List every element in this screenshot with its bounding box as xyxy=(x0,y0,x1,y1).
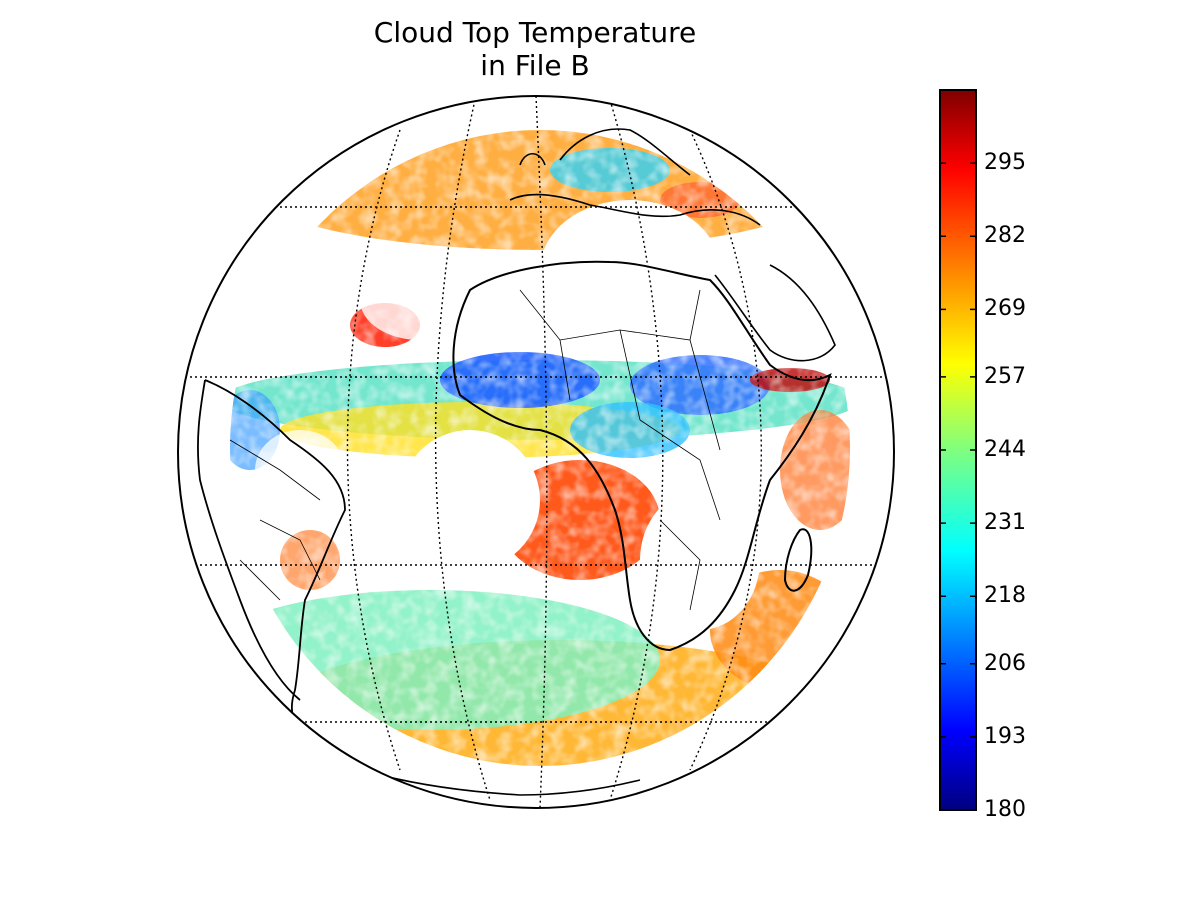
title-line-2: in File B xyxy=(480,49,590,82)
graticule xyxy=(180,96,894,808)
colorbar-tick-label: 282 xyxy=(984,223,1026,249)
colorbar-tick-label: 244 xyxy=(984,437,1026,462)
colorbar-tick-label: 295 xyxy=(984,150,1026,176)
colorbar-tick-label: 180 xyxy=(984,797,1026,822)
colorbar-tick-label: 231 xyxy=(984,510,1026,536)
colorbar-ticks xyxy=(940,162,976,811)
colorbar-tick-label: 257 xyxy=(984,363,1026,389)
map-title: Cloud Top Temperature in File B xyxy=(300,16,770,82)
colorbar-tick-label: 218 xyxy=(984,583,1026,609)
coastlines xyxy=(197,128,836,796)
colorbar-tick-label: 269 xyxy=(984,296,1026,322)
colorbar-tick-label: 193 xyxy=(984,723,1026,749)
title-line-1: Cloud Top Temperature xyxy=(373,16,697,49)
globe-outline xyxy=(177,95,895,809)
colorbar-tick-label: 206 xyxy=(984,650,1026,676)
colorbar: 180 193 206 218 231 244 257 269 282 295 xyxy=(938,88,1058,822)
colorbar-gradient xyxy=(939,89,977,811)
